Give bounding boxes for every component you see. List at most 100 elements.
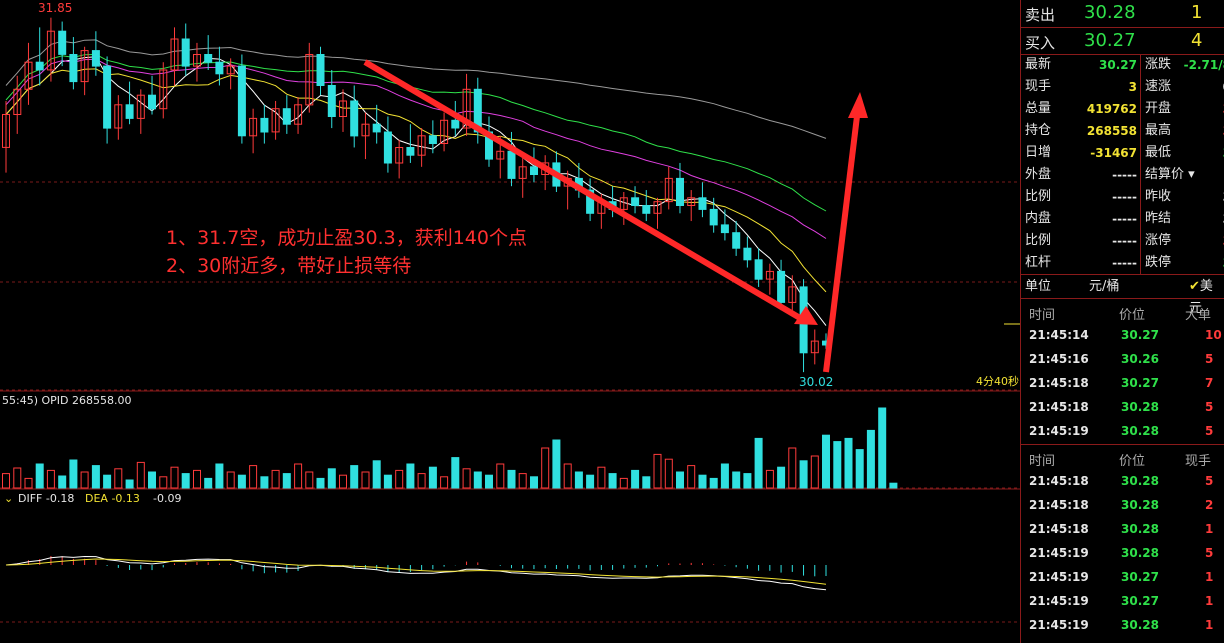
trade-row[interactable]: 21:45:19 30.28 5 <box>1021 546 1224 566</box>
ma-line <box>5 53 827 212</box>
candle-body <box>204 54 213 63</box>
trade-row[interactable]: 21:45:18 30.27 7 <box>1021 376 1224 396</box>
volume-bar <box>58 475 67 489</box>
stat-label: 涨停 <box>1145 233 1172 248</box>
trade-time: 21:45:19 <box>1029 546 1089 560</box>
trade-time: 21:45:18 <box>1029 376 1089 390</box>
candle-body <box>327 85 336 117</box>
trade-row[interactable]: 21:45:18 30.28 5 <box>1021 474 1224 494</box>
candle-body <box>215 61 224 75</box>
volume-bar <box>496 463 505 489</box>
trade-row[interactable]: 21:45:19 30.27 1 <box>1021 594 1224 614</box>
usd-toggle-label: 美元 <box>1189 279 1213 316</box>
stat-label: 跌停 <box>1145 255 1172 270</box>
stat-value: ----- <box>1112 234 1137 248</box>
candle-body <box>518 166 527 179</box>
sell-row[interactable]: 卖出 30.28 1 <box>1021 0 1224 28</box>
volume-bar <box>889 482 898 489</box>
divider <box>1021 298 1224 299</box>
macd-legend-marker: ⌄ <box>4 492 13 505</box>
volume-bar <box>350 465 359 489</box>
buy-row[interactable]: 买入 30.27 4 <box>1021 28 1224 56</box>
candle-body <box>586 189 595 214</box>
candle-body <box>282 108 291 125</box>
candle-body <box>372 123 381 133</box>
candle-body <box>642 205 651 214</box>
volume-bar <box>552 439 561 489</box>
candle-body <box>159 69 168 110</box>
volume-bar <box>316 477 325 489</box>
volume-bar <box>462 468 471 489</box>
candle-body <box>316 54 325 86</box>
candle-body <box>170 38 179 71</box>
stat-label: 现手 <box>1025 79 1052 94</box>
volume-bar <box>69 459 78 489</box>
trade-row[interactable]: 21:45:19 30.28 1 <box>1021 618 1224 638</box>
candle-body <box>676 177 684 206</box>
trade-time: 21:45:18 <box>1029 498 1089 512</box>
trade-price: 30.28 <box>1121 498 1159 512</box>
volume-bar <box>608 473 617 489</box>
candle-body <box>383 131 392 164</box>
trade-row[interactable]: 21:45:16 30.26 5 <box>1021 352 1224 372</box>
volume-bar <box>866 429 875 489</box>
macd-legend: ⌄ DIFF -0.18 DEA -0.13 -0.09 <box>4 492 181 505</box>
candle-body <box>35 61 44 71</box>
moving-average-lines <box>5 39 827 326</box>
candle-body <box>13 88 22 116</box>
volume-bar <box>383 474 392 489</box>
trade-time: 21:45:18 <box>1029 522 1089 536</box>
trade-price: 30.26 <box>1121 352 1159 366</box>
volume-bar <box>541 447 550 489</box>
stat-label: 昨收 <box>1145 189 1172 204</box>
settle-price-dropdown[interactable]: 结算价 ▾ <box>1145 167 1195 182</box>
candle-body <box>631 197 640 207</box>
volume-bar <box>855 449 864 489</box>
candle-body <box>46 30 55 71</box>
stat-value: 268558 <box>1086 124 1137 138</box>
volume-bar <box>720 463 729 489</box>
stat-label: 比例 <box>1025 233 1052 248</box>
volume-bar <box>754 437 763 489</box>
trade-row[interactable]: 21:45:19 30.28 5 <box>1021 424 1224 444</box>
trade-row[interactable]: 21:45:19 30.27 1 <box>1021 570 1224 590</box>
volume-bar <box>294 463 303 489</box>
stat-value: 3 <box>1171 252 1224 274</box>
usd-toggle[interactable]: ✔美元 <box>1189 276 1224 320</box>
ma-line <box>5 58 827 239</box>
volume-bar <box>687 465 696 489</box>
volume-bar <box>788 447 797 489</box>
unit-label: 单位 <box>1025 279 1052 294</box>
candle-body <box>249 117 258 137</box>
trade-time: 21:45:14 <box>1029 328 1089 342</box>
sell-price: 30.28 <box>1084 2 1136 23</box>
ma-line <box>5 68 827 293</box>
candle-body <box>193 54 201 67</box>
candle-body <box>58 30 67 55</box>
trade-time: 21:45:16 <box>1029 352 1089 366</box>
candle-body <box>305 54 314 106</box>
volume-bar <box>226 471 235 489</box>
volume-bar <box>271 469 280 489</box>
price-chart[interactable]: 31.85 30.02 4分40秒 1、31.7空，成功止盈30.3，获利140… <box>0 0 1020 643</box>
annotation-line-1: 1、31.7空，成功止盈30.3，获利140个点 <box>166 227 527 249</box>
volume-bar <box>518 473 527 489</box>
trade-row[interactable]: 21:45:18 30.28 1 <box>1021 522 1224 542</box>
trade-row[interactable]: 21:45:14 30.27 10 <box>1021 328 1224 348</box>
macd-dea-label: DEA -0.13 <box>85 492 140 505</box>
divider <box>1140 54 1141 274</box>
volume-bar <box>530 476 538 489</box>
volume-bar <box>114 468 123 489</box>
trade-row[interactable]: 21:45:18 30.28 2 <box>1021 498 1224 518</box>
volume-bar <box>799 460 808 489</box>
stat-value: ----- <box>1112 256 1137 270</box>
volume-bar <box>159 476 168 489</box>
candle-body <box>237 65 246 137</box>
candle-body <box>754 259 763 280</box>
volume-bar <box>136 461 145 489</box>
trade-row[interactable]: 21:45:18 30.28 5 <box>1021 400 1224 420</box>
trade-qty: 10 <box>1205 328 1222 342</box>
candle-body <box>339 100 347 117</box>
volume-bar <box>810 455 819 489</box>
candle-body <box>653 201 662 214</box>
